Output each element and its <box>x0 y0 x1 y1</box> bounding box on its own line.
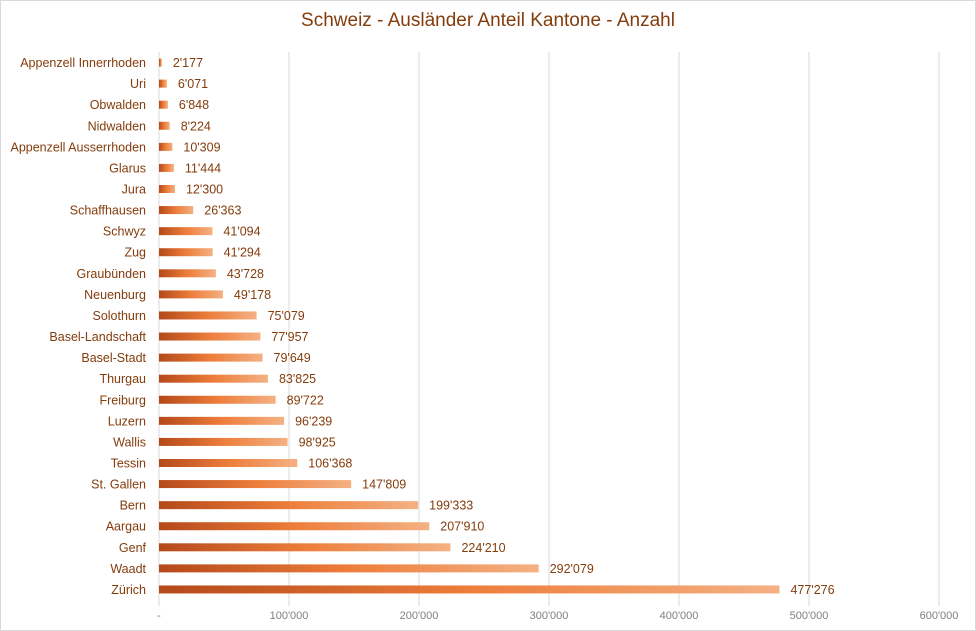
category-labels: Appenzell Innerrhoden Uri Obwalden Nidwalde… <box>10 56 146 597</box>
data-label: 89'722 <box>287 393 324 407</box>
category-label: Solothurn <box>92 309 146 323</box>
category-label: Luzern <box>108 414 146 428</box>
chart-title: Schweiz - Ausländer Anteil Kantone - Anz… <box>301 10 675 31</box>
category-label: Bern <box>120 499 146 513</box>
category-label: Nidwalden <box>88 119 146 133</box>
bar <box>159 480 352 489</box>
bar <box>159 100 168 109</box>
bar <box>159 543 451 552</box>
data-label: 199'333 <box>429 499 473 513</box>
category-label: Schaffhausen <box>70 204 146 218</box>
data-label: 49'178 <box>234 288 271 302</box>
category-label: Neuenburg <box>84 288 146 302</box>
category-label: Jura <box>122 183 146 197</box>
category-label: Uri <box>130 77 146 91</box>
x-tick-label: - <box>157 610 161 622</box>
x-tick-label: 600'000 <box>920 610 959 622</box>
bar <box>159 227 213 236</box>
data-label: 10'309 <box>183 140 220 154</box>
category-label: Obwalden <box>90 98 146 112</box>
data-label: 147'809 <box>362 478 406 492</box>
bar <box>159 501 419 510</box>
bar <box>159 585 780 594</box>
data-label: 207'910 <box>440 520 484 534</box>
bar <box>159 522 430 531</box>
data-label: 477'276 <box>790 583 834 597</box>
bar <box>159 185 175 193</box>
data-label: 6'848 <box>179 98 209 112</box>
data-label: 75'079 <box>268 309 305 323</box>
bar <box>159 269 216 278</box>
bar <box>159 395 276 404</box>
data-label: 12'300 <box>186 183 223 197</box>
bar <box>159 163 174 172</box>
data-label: 43'728 <box>227 267 264 281</box>
data-label: 98'925 <box>299 435 336 449</box>
bar <box>159 248 213 257</box>
data-label: 26'363 <box>204 204 241 218</box>
data-label: 8'224 <box>181 119 211 133</box>
bar <box>159 459 298 467</box>
category-label: Basel-Stadt <box>81 351 146 365</box>
data-label: 292'079 <box>550 562 594 576</box>
bar <box>159 416 285 425</box>
bar <box>159 58 162 67</box>
data-labels: 2'177 6'071 6'848 8'224 10'309 11'444 12'300 26… <box>173 56 835 597</box>
bar <box>159 353 263 362</box>
category-label: St. Gallen <box>91 478 146 492</box>
x-axis-ticks: - 100'000 200'000 300'000 400'000 500'000 600'… <box>157 610 958 622</box>
category-label: Schwyz <box>103 225 146 239</box>
category-label: Appenzell Innerrhoden <box>20 56 146 70</box>
data-label: 224'210 <box>461 541 505 555</box>
category-label: Freiburg <box>99 393 146 407</box>
x-tick-label: 400'000 <box>660 610 699 622</box>
data-label: 2'177 <box>173 56 203 70</box>
category-label: Zug <box>124 246 146 260</box>
x-tick-label: 300'000 <box>530 610 569 622</box>
category-label: Wallis <box>113 435 146 449</box>
category-label: Basel-Landschaft <box>49 330 146 344</box>
category-label: Genf <box>119 541 147 555</box>
x-tick-label: 500'000 <box>790 610 829 622</box>
bar <box>159 290 223 299</box>
bar <box>159 121 170 130</box>
bar <box>159 374 268 383</box>
data-label: 11'444 <box>185 161 221 175</box>
bar <box>159 206 194 215</box>
category-label: Tessin <box>111 457 146 471</box>
data-label: 83'825 <box>279 372 316 386</box>
bar <box>159 142 173 151</box>
data-label: 79'649 <box>274 351 311 365</box>
bar <box>159 79 167 88</box>
category-label: Glarus <box>109 161 146 175</box>
bar <box>159 564 539 573</box>
category-label: Appenzell Ausserrhoden <box>10 140 146 154</box>
data-label: 77'957 <box>271 330 308 344</box>
bars <box>159 58 780 594</box>
bar <box>159 311 257 320</box>
category-label: Zürich <box>111 583 146 597</box>
x-tick-label: 100'000 <box>270 610 309 622</box>
category-label: Aargau <box>106 520 146 534</box>
bar <box>159 437 288 446</box>
category-label: Graubünden <box>76 267 146 281</box>
category-label: Thurgau <box>99 372 146 386</box>
category-label: Waadt <box>110 562 146 576</box>
bar <box>159 332 261 341</box>
data-label: 6'071 <box>178 77 208 91</box>
data-label: 106'368 <box>308 457 352 471</box>
data-label: 96'239 <box>295 414 332 428</box>
x-tick-label: 200'000 <box>400 610 439 622</box>
data-label: 41'094 <box>223 225 260 239</box>
data-label: 41'294 <box>224 246 261 260</box>
